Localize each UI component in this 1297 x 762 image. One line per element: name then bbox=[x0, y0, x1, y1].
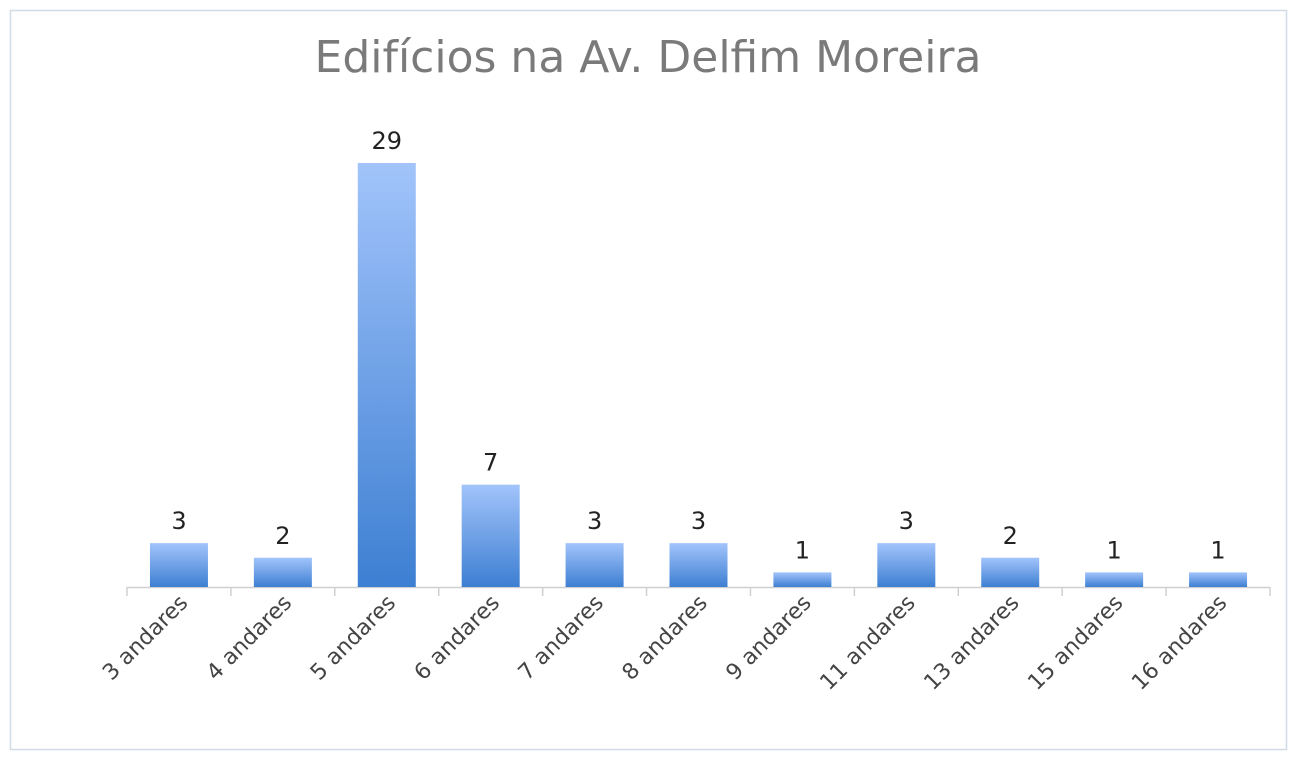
value-label: 7 bbox=[483, 449, 498, 477]
bar bbox=[253, 557, 312, 587]
bar bbox=[461, 484, 520, 587]
value-label: 3 bbox=[691, 507, 706, 535]
bar bbox=[669, 543, 728, 587]
chart-border bbox=[9, 9, 1288, 751]
value-label: 2 bbox=[275, 522, 290, 550]
bar bbox=[565, 543, 624, 587]
bar bbox=[1189, 572, 1248, 587]
value-label: 1 bbox=[795, 536, 810, 564]
bar bbox=[981, 557, 1040, 587]
bar bbox=[357, 163, 416, 587]
bar bbox=[1085, 572, 1144, 587]
value-label: 1 bbox=[1106, 536, 1121, 564]
bar bbox=[877, 543, 936, 587]
value-label: 3 bbox=[899, 507, 914, 535]
value-label: 3 bbox=[171, 507, 186, 535]
chart-title: Edifícios na Av. Delfim Moreira bbox=[315, 32, 982, 83]
value-label: 29 bbox=[371, 127, 402, 155]
value-label: 3 bbox=[587, 507, 602, 535]
bar bbox=[149, 543, 208, 587]
value-label: 2 bbox=[1003, 522, 1018, 550]
value-label: 1 bbox=[1210, 536, 1225, 564]
bar bbox=[773, 572, 832, 587]
